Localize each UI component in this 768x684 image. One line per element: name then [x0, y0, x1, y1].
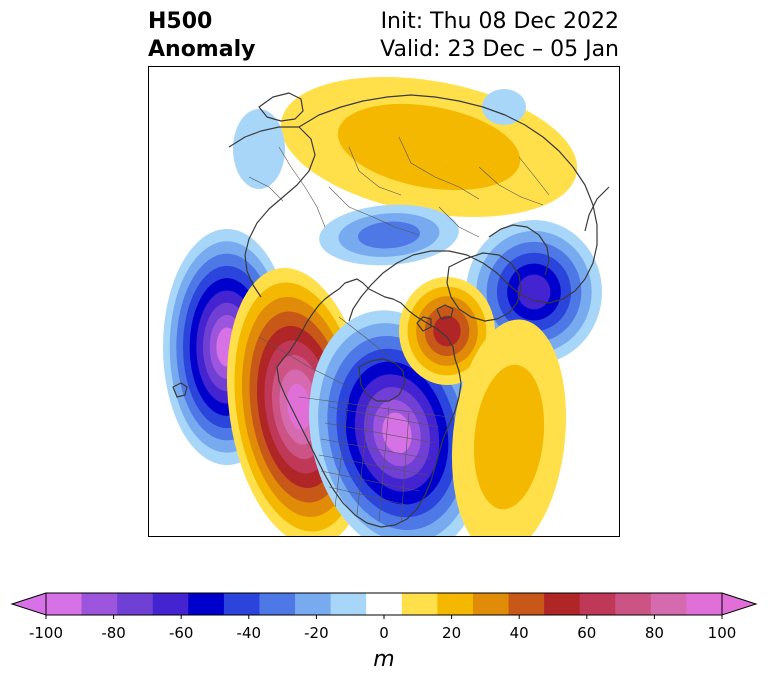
colorbar-swatch: [295, 593, 332, 615]
colorbar-tick-label: -60: [168, 624, 194, 642]
colorbar: [10, 592, 758, 619]
colorbar-tick-label: -80: [101, 624, 126, 642]
colorbar-swatch: [259, 593, 296, 615]
colorbar-unit: m: [373, 647, 395, 672]
positive-anomaly-contour: [286, 383, 312, 431]
anomaly-map: [163, 76, 610, 536]
negative-anomaly-contour: [517, 274, 551, 310]
positive-anomaly-contour: [433, 315, 461, 347]
colorbar-tick-label: 80: [644, 624, 664, 642]
colorbar-swatch: [117, 593, 154, 615]
colorbar-tick-label: 100: [707, 624, 737, 642]
init-date: Init: Thu 08 Dec 2022: [380, 9, 619, 34]
anomaly-contours: [163, 76, 602, 536]
colorbar-swatch: [472, 593, 510, 615]
map-dates: Init: Thu 08 Dec 2022 Valid: 23 Dec – 05…: [380, 8, 619, 64]
title-line-2: Anomaly: [148, 37, 256, 62]
colorbar-tick-label: 0: [379, 624, 389, 642]
colorbar-swatch: [544, 593, 581, 615]
colorbar-over-arrow: [721, 592, 758, 616]
colorbar-swatch: [330, 593, 367, 615]
coastlines: [172, 92, 610, 528]
colorbar-swatch: [366, 593, 403, 615]
colorbar-tick-label: -100: [28, 624, 64, 642]
colorbar-swatch: [223, 593, 260, 615]
negative-anomaly-contour: [233, 109, 285, 189]
negative-anomaly-contour: [382, 412, 412, 454]
colorbar-swatch: [152, 593, 189, 615]
colorbar-swatch: [46, 593, 83, 615]
colorbar-swatch: [188, 593, 225, 615]
negative-anomaly-contour: [357, 221, 421, 249]
positive-anomaly-contour: [473, 364, 545, 510]
colorbar-swatch: [81, 593, 118, 615]
negative-anomaly-contour: [482, 89, 526, 125]
colorbar-tick-label: 40: [509, 624, 529, 642]
positive-anomaly-contour: [337, 103, 521, 191]
colorbar-under-arrow: [10, 592, 47, 616]
colorbar-swatch: [650, 593, 687, 615]
colorbar-swatch: [615, 593, 652, 615]
valid-range: Valid: 23 Dec – 05 Jan: [380, 37, 619, 62]
colorbar-tick-label: 20: [442, 624, 462, 642]
colorbar-swatch: [579, 593, 616, 615]
colorbar-tick-label: 60: [577, 624, 597, 642]
colorbar-swatch: [508, 593, 545, 615]
map-title: H500 Anomaly: [148, 8, 255, 64]
colorbar-tick-label: -40: [236, 624, 262, 642]
colorbar-swatch: [401, 593, 438, 615]
borders: [248, 136, 550, 524]
colorbar-tick-label: -20: [304, 624, 329, 642]
colorbar-swatch: [437, 593, 474, 615]
map-panel: [148, 66, 620, 537]
title-line-1: H500: [148, 9, 213, 34]
colorbar-swatch: [686, 593, 723, 615]
